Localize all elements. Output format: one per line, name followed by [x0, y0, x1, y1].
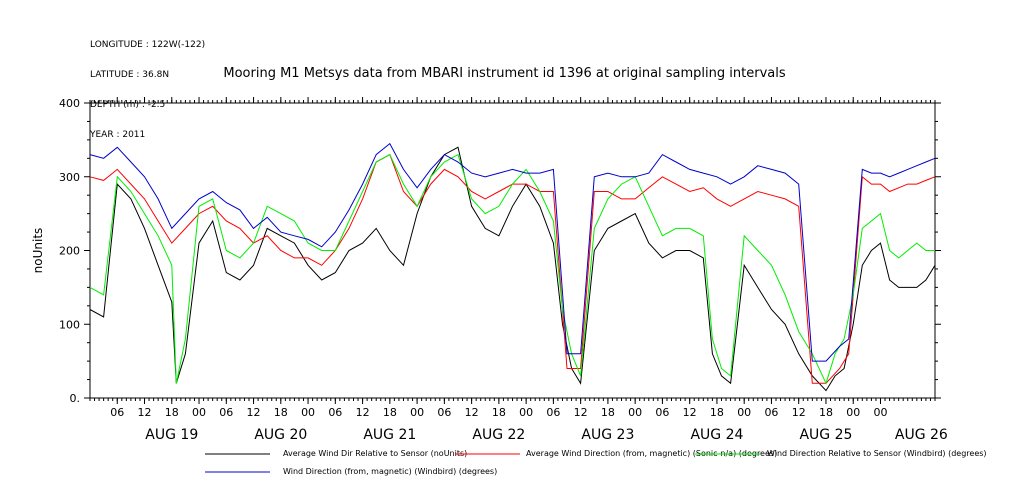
x-tick-label: 18: [383, 406, 397, 419]
x-tick-label: 00: [410, 406, 424, 419]
y-axis-label: noUnits: [31, 228, 45, 274]
day-label: AUG 19: [145, 427, 198, 443]
x-tick-label: 06: [219, 406, 233, 419]
x-tick-label: 18: [819, 406, 833, 419]
x-tick-label: 00: [628, 406, 642, 419]
x-tick-label: 06: [546, 406, 560, 419]
depth-line: DEPTH (m) : -2.5: [90, 100, 166, 110]
y-tick-label: 200: [59, 245, 80, 258]
day-label: AUG 21: [363, 427, 416, 443]
x-tick-label: 18: [165, 406, 179, 419]
x-tick-label: 06: [110, 406, 124, 419]
x-tick-label: 12: [683, 406, 697, 419]
legend-label-1: Average Wind Direction (from, magnetic) …: [526, 449, 777, 458]
series-line-1: [89, 153, 936, 384]
x-tick-label: 18: [601, 406, 615, 419]
x-tick-label: 12: [465, 406, 479, 419]
legend-label-0: Average Wind Dir Relative to Sensor (noU…: [283, 449, 467, 458]
x-tick-label: 18: [274, 406, 288, 419]
y-tick-label: 400: [59, 97, 80, 110]
x-tick-label: 06: [764, 406, 778, 419]
y-tick-label: 0.: [70, 392, 81, 405]
metadata-block: LONGITUDE : 122W(-122) LATITUDE : 36.8N …: [90, 20, 205, 150]
year-line: YEAR : 2011: [90, 130, 146, 140]
longitude-line: LONGITUDE : 122W(-122): [90, 40, 206, 50]
legend-label-2: Wind Direction Relative to Sensor (Windb…: [767, 449, 987, 458]
legend-label-3: Wind Direction (from, magnetic) (Windbir…: [283, 467, 497, 476]
day-label: AUG 23: [581, 427, 634, 443]
x-tick-label: 00: [737, 406, 751, 419]
x-tick-label: 18: [710, 406, 724, 419]
series-line-0: [89, 146, 936, 392]
day-label: AUG 24: [690, 427, 743, 443]
day-label: AUG 22: [472, 427, 525, 443]
x-tick-label: 06: [655, 406, 669, 419]
day-label: AUG 26: [895, 427, 948, 443]
day-label: AUG 25: [799, 427, 852, 443]
x-tick-label: 00: [301, 406, 315, 419]
plot-frame: [89, 102, 936, 399]
x-tick-label: 12: [247, 406, 261, 419]
x-tick-label: 00: [846, 406, 860, 419]
chart-title: Mooring M1 Metsys data from MBARI instru…: [223, 66, 786, 81]
latitude-line: LATITUDE : 36.8N: [90, 70, 170, 80]
x-tick-label: 12: [138, 406, 152, 419]
y-tick-label: 300: [59, 171, 80, 184]
day-label: AUG 20: [254, 427, 307, 443]
y-tick-label: 100: [59, 318, 80, 331]
x-tick-label: 12: [356, 406, 370, 419]
series-line-3: [89, 142, 936, 362]
x-tick-label: 18: [492, 406, 506, 419]
x-tick-label: 00: [192, 406, 206, 419]
series-line-2: [89, 153, 935, 385]
x-tick-label: 00: [519, 406, 533, 419]
x-tick-label: 12: [792, 406, 806, 419]
x-tick-label: 12: [574, 406, 588, 419]
x-tick-label: 06: [328, 406, 342, 419]
x-tick-label: 06: [437, 406, 451, 419]
x-tick-label: 00: [873, 406, 887, 419]
